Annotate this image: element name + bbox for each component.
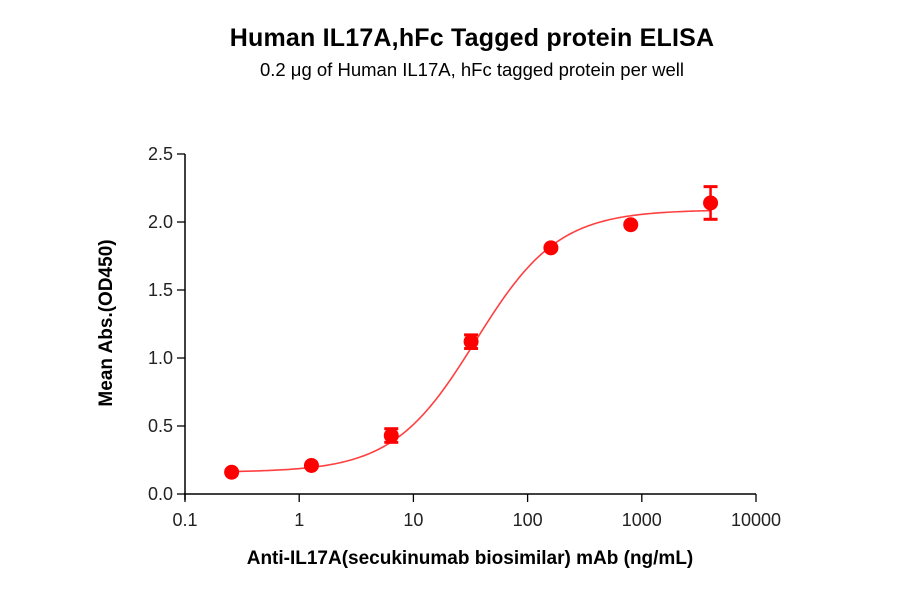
data-marker <box>703 195 719 211</box>
axes: 0.0 0.5 1.0 1.5 2.0 2.5 0.1 1 10 100 1000 10000 <box>148 144 781 530</box>
data-points <box>224 185 719 480</box>
data-point <box>383 427 399 444</box>
x-tick-label: 10000 <box>731 510 781 530</box>
x-tick-label: 1000 <box>622 510 662 530</box>
chart-title: Human IL17A,hFc Tagged protein ELISA <box>229 24 715 52</box>
y-tick-label: 2.5 <box>148 144 173 164</box>
y-axis-title: Mean Abs.(OD450) <box>96 239 117 406</box>
data-point <box>463 333 479 350</box>
y-tick-label: 0.5 <box>148 416 173 436</box>
y-tick-label: 1.0 <box>148 348 173 368</box>
y-tick-label: 0.0 <box>148 484 173 504</box>
y-tick-label: 2.0 <box>148 212 173 232</box>
data-point <box>303 457 319 473</box>
data-marker <box>383 428 399 444</box>
x-tick-label: 100 <box>513 510 543 530</box>
chart-subtitle: 0.2 μg of Human IL17A, hFc tagged protei… <box>259 59 685 80</box>
data-marker <box>224 464 240 480</box>
data-marker <box>543 240 559 256</box>
x-tick-label: 1 <box>294 510 304 530</box>
data-marker <box>303 457 319 473</box>
x-tick-label: 0.1 <box>172 510 197 530</box>
data-marker <box>463 334 479 350</box>
data-point <box>623 217 639 233</box>
data-point <box>543 240 559 256</box>
x-axis-title: Anti-IL17A(secukinumab biosimilar) mAb (… <box>247 548 694 569</box>
data-point <box>703 185 719 221</box>
y-tick-label: 1.5 <box>148 280 173 300</box>
data-marker <box>623 217 639 233</box>
data-point <box>224 464 240 480</box>
x-tick-label: 10 <box>403 510 423 530</box>
